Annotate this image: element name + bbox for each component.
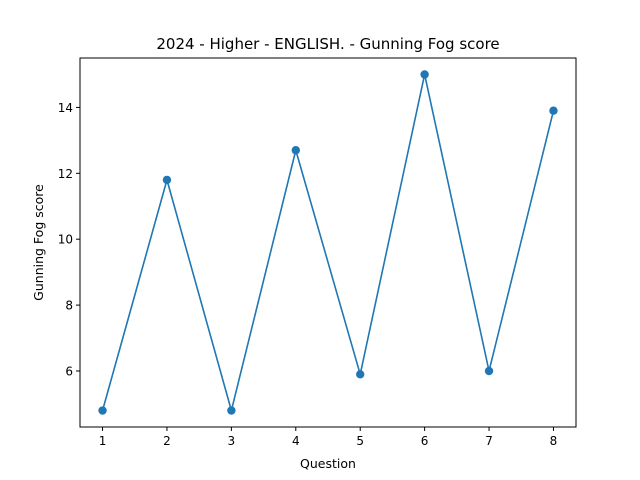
- x-tick-label: 1: [99, 434, 107, 448]
- chart-title: 2024 - Higher - ENGLISH. - Gunning Fog s…: [156, 35, 499, 53]
- plot-area: [98, 70, 558, 415]
- x-tick-label: 3: [228, 434, 236, 448]
- x-axis-label: Question: [300, 456, 356, 471]
- axes-frame: [79, 57, 577, 428]
- y-axis-label: Gunning Fog score: [31, 184, 46, 301]
- y-tick-label: 6: [65, 364, 73, 378]
- series-line: [101, 73, 555, 412]
- data-point: [227, 406, 236, 415]
- x-tick-label: 4: [292, 434, 300, 448]
- data-point: [356, 370, 365, 379]
- data-point: [291, 146, 300, 155]
- x-tick-label: 5: [356, 434, 364, 448]
- data-point: [98, 406, 107, 415]
- y-tick-label: 10: [58, 233, 73, 247]
- data-point: [420, 70, 429, 79]
- data-point: [549, 106, 558, 115]
- data-point: [162, 175, 172, 185]
- x-tick-label: 6: [421, 434, 429, 448]
- x-tick-label: 8: [550, 434, 558, 448]
- y-tick-label: 12: [58, 167, 73, 181]
- data-point: [484, 366, 494, 376]
- y-tick-label: 8: [65, 299, 73, 313]
- y-tick-label: 14: [58, 101, 73, 115]
- x-tick-label: 7: [485, 434, 493, 448]
- x-tick-label: 2: [163, 434, 171, 448]
